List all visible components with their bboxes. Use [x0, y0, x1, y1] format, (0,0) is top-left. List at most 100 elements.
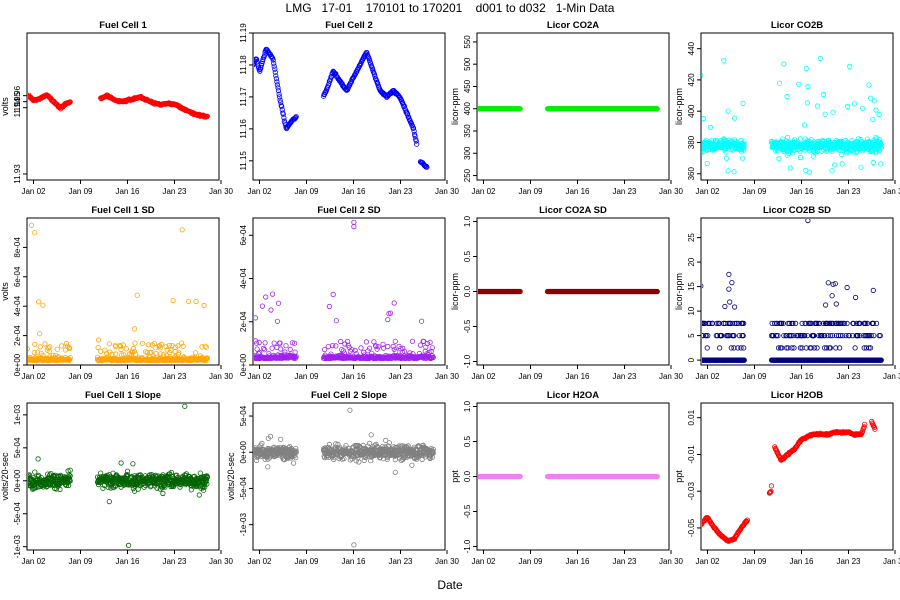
data-point — [722, 303, 728, 310]
data-point — [839, 161, 845, 167]
data-point — [361, 457, 367, 464]
data-point — [121, 352, 127, 358]
data-point — [833, 301, 839, 307]
data-point — [263, 294, 269, 300]
panel-title: Fuel Cell 2 Slope — [311, 390, 387, 401]
data-point — [28, 472, 33, 478]
x-tick-label: Jan 23 — [388, 557, 413, 566]
data-point — [177, 484, 183, 490]
y-tick-label: -1.0 — [463, 354, 472, 368]
panel-title: Licor H2OB — [771, 390, 823, 401]
plot-frame — [476, 32, 670, 181]
data-series — [28, 92, 210, 120]
x-tick-label: Jan 02 — [21, 187, 46, 196]
x-tick-label: Jan 02 — [21, 557, 46, 566]
data-point — [387, 310, 394, 316]
data-point — [721, 136, 727, 142]
data-point — [158, 341, 164, 347]
data-series — [254, 46, 430, 170]
data-point — [817, 320, 823, 326]
data-point — [740, 100, 746, 107]
data-point — [829, 332, 836, 339]
data-point — [329, 342, 336, 349]
data-point — [776, 80, 783, 86]
data-point — [272, 69, 278, 75]
data-point — [830, 320, 836, 326]
data-point — [40, 302, 46, 308]
x-tick-label: Jan 09 — [518, 557, 543, 566]
y-tick-label: -0.5 — [463, 319, 472, 333]
data-point — [38, 474, 44, 481]
data-point — [53, 486, 59, 492]
data-point — [31, 349, 37, 356]
data-series — [254, 219, 436, 362]
data-point — [857, 332, 863, 339]
y-tick-label: 300 — [463, 146, 472, 160]
data-point — [260, 55, 267, 61]
data-point — [130, 345, 136, 352]
data-point — [385, 316, 391, 323]
data-point — [166, 342, 172, 348]
data-point — [808, 345, 814, 351]
x-tick-label: Jan 16 — [341, 557, 366, 566]
data-point — [805, 219, 811, 224]
data-point — [280, 111, 286, 117]
data-point — [67, 467, 73, 473]
data-point — [811, 332, 817, 339]
data-point — [721, 57, 727, 63]
data-point — [204, 113, 210, 120]
data-point — [203, 344, 209, 350]
data-point — [175, 343, 181, 349]
y-axis-label: volts — [0, 282, 10, 301]
y-tick-label: 1.0 — [463, 400, 472, 412]
y-tick-label: 420 — [687, 73, 696, 87]
x-tick-label: Jan 02 — [695, 187, 720, 196]
data-series — [254, 407, 436, 548]
data-point — [813, 320, 820, 326]
data-point — [821, 332, 828, 339]
data-point — [161, 483, 167, 489]
data-point — [704, 161, 710, 167]
x-tick-label: Jan 23 — [836, 372, 861, 381]
data-point — [846, 332, 852, 339]
data-point — [37, 331, 43, 337]
y-tick-label: -1.0 — [463, 539, 472, 553]
data-point — [259, 303, 265, 309]
data-point — [418, 449, 424, 455]
data-point — [170, 297, 176, 304]
data-point — [789, 150, 796, 156]
data-point — [779, 320, 785, 326]
data-point — [286, 444, 292, 451]
data-point — [417, 342, 424, 348]
data-point — [870, 159, 876, 166]
data-point — [424, 164, 430, 170]
data-point — [338, 338, 344, 345]
data-point — [843, 332, 849, 339]
y-tick-label: 6e-04 — [13, 266, 22, 287]
data-point — [408, 120, 414, 126]
data-point — [326, 81, 332, 87]
y-axis-label: licor-ppm — [674, 273, 684, 310]
data-point — [784, 134, 791, 140]
data-point — [788, 332, 794, 339]
data-point — [131, 326, 138, 332]
data-point — [858, 164, 864, 170]
data-point — [796, 81, 802, 87]
data-point — [854, 320, 860, 326]
data-point — [132, 340, 138, 346]
plot-frame — [26, 32, 220, 181]
data-point — [333, 318, 339, 324]
data-point — [430, 354, 436, 360]
data-point — [289, 340, 295, 346]
data-point — [803, 345, 809, 351]
y-tick-label: 4e-04 — [239, 268, 248, 289]
x-tick-label: Jan 23 — [388, 372, 413, 381]
data-point — [277, 340, 283, 346]
data-point — [278, 346, 284, 352]
data-point — [327, 76, 334, 82]
data-point — [273, 76, 279, 82]
data-point — [410, 125, 417, 131]
data-point — [391, 300, 397, 306]
